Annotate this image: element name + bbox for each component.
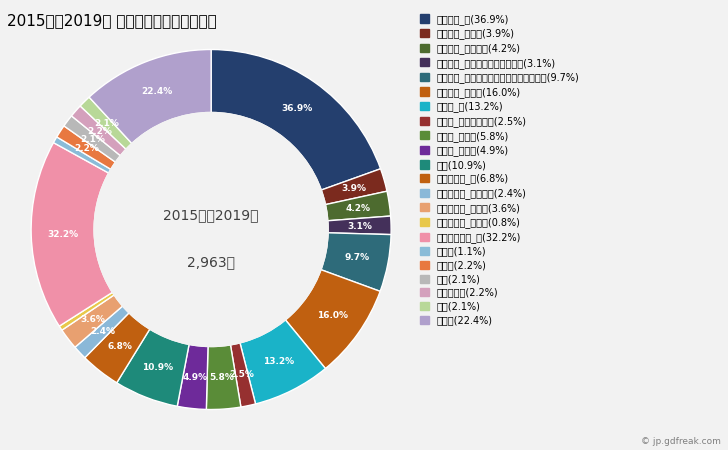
- Wedge shape: [285, 270, 380, 369]
- Text: 2015年〜2019年: 2015年〜2019年: [163, 208, 259, 222]
- Wedge shape: [321, 169, 387, 205]
- Wedge shape: [62, 295, 122, 347]
- Wedge shape: [116, 329, 189, 406]
- Wedge shape: [71, 106, 126, 156]
- Text: 2.1%: 2.1%: [80, 135, 105, 144]
- Text: 6.8%: 6.8%: [107, 342, 132, 351]
- Wedge shape: [75, 306, 129, 358]
- Legend: 悪性腫瘍_計(36.9%), 悪性腫瘍_胃がん(3.9%), 悪性腫瘍_大腸がん(4.2%), 悪性腫瘍_肝がん・肝内胆管がん(3.1%), 悪性腫瘍_気管がん: 悪性腫瘍_計(36.9%), 悪性腫瘍_胃がん(3.9%), 悪性腫瘍_大腸がん…: [420, 14, 579, 325]
- Wedge shape: [31, 143, 112, 326]
- Text: 36.9%: 36.9%: [281, 104, 312, 112]
- Wedge shape: [240, 320, 325, 404]
- Wedge shape: [231, 343, 256, 407]
- Text: 10.9%: 10.9%: [142, 364, 173, 373]
- Wedge shape: [64, 116, 120, 162]
- Text: 2.2%: 2.2%: [87, 127, 112, 136]
- Text: 16.0%: 16.0%: [317, 311, 348, 320]
- Text: 3.1%: 3.1%: [347, 221, 372, 230]
- Text: 32.2%: 32.2%: [47, 230, 78, 238]
- Wedge shape: [177, 344, 208, 410]
- Text: 13.2%: 13.2%: [263, 357, 294, 366]
- Wedge shape: [328, 216, 391, 234]
- Wedge shape: [321, 233, 391, 291]
- Text: 3.6%: 3.6%: [81, 315, 106, 324]
- Wedge shape: [89, 50, 211, 144]
- Wedge shape: [206, 345, 241, 410]
- Wedge shape: [57, 126, 116, 169]
- Text: 4.9%: 4.9%: [183, 373, 207, 382]
- Circle shape: [94, 112, 328, 346]
- Wedge shape: [59, 292, 114, 330]
- Text: 22.4%: 22.4%: [141, 87, 173, 96]
- Text: 2.2%: 2.2%: [74, 144, 99, 153]
- Text: 2,963人: 2,963人: [187, 255, 235, 269]
- Text: 2.1%: 2.1%: [95, 119, 119, 128]
- Text: 5.8%: 5.8%: [209, 373, 234, 382]
- Wedge shape: [80, 97, 132, 149]
- Text: 3.9%: 3.9%: [341, 184, 366, 193]
- Text: © jp.gdfreak.com: © jp.gdfreak.com: [641, 436, 721, 446]
- Text: 4.2%: 4.2%: [346, 203, 371, 212]
- Text: 2015年〜2019年 江別市の男性の死因構成: 2015年〜2019年 江別市の男性の死因構成: [7, 14, 217, 28]
- Wedge shape: [325, 191, 391, 221]
- Wedge shape: [84, 313, 150, 383]
- Wedge shape: [53, 137, 111, 173]
- Text: 2.4%: 2.4%: [90, 327, 115, 336]
- Text: 9.7%: 9.7%: [344, 253, 370, 262]
- Text: 2.5%: 2.5%: [229, 370, 254, 379]
- Wedge shape: [211, 50, 381, 190]
